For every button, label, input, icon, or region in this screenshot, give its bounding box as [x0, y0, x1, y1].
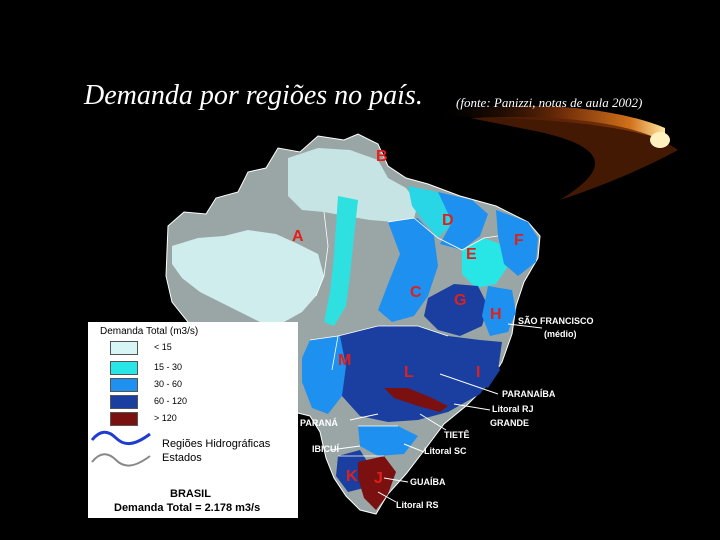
region-m [302, 336, 346, 414]
line-key-estados-icon [91, 453, 151, 467]
brazil-demand-map [165, 133, 541, 515]
legend-swatch [110, 395, 138, 409]
legend-label: > 120 [154, 413, 177, 423]
region-f [496, 210, 538, 276]
region-parana-red [384, 388, 448, 412]
label-litoral-sc: Litoral SC [424, 446, 467, 456]
legend-label: 60 - 120 [154, 396, 188, 406]
label-parana: PARANÁ [300, 418, 338, 428]
region-c [378, 218, 438, 322]
legend-label: 15 - 30 [154, 362, 183, 372]
legend-swatch [110, 341, 138, 355]
region-b [288, 148, 418, 222]
line-key-regioes-icon [90, 430, 151, 445]
region-south-strip [358, 426, 418, 456]
region-letter-m: M [338, 352, 352, 369]
total-demand: Demanda Total = 2.178 m3/s [114, 502, 261, 514]
label-sao-francisco: SÃO FRANCISCO [518, 316, 594, 326]
label-litoral-rj: Litoral RJ [492, 404, 534, 414]
region-letter-g: G [454, 292, 467, 309]
region-letter-k: K [346, 468, 358, 485]
label-litoral-rs: Litoral RS [396, 500, 439, 510]
label-sao-francisco-sub: (médio) [544, 329, 577, 339]
region-e [462, 238, 508, 288]
label-paranaiba: PARANAÍBA [502, 389, 556, 399]
legend-swatch [110, 361, 138, 375]
legend-title: Demanda Total (m3/s) [100, 326, 199, 337]
legend-swatch [110, 412, 138, 426]
region-i [468, 348, 500, 388]
region-letter-c: C [410, 284, 422, 301]
line-key-regioes-label: Regiões Hidrográficas [162, 438, 271, 450]
legend-class-1: < 15 [110, 341, 300, 355]
region-letter-b: B [376, 148, 388, 165]
legend-class-2: 15 - 30 [110, 361, 300, 375]
legend-class-4: 60 - 120 [110, 395, 300, 409]
page-title: Demanda por regiões no país. [84, 80, 423, 111]
region-letter-e: E [466, 246, 477, 263]
region-a [172, 230, 324, 322]
region-letter-d: D [442, 212, 454, 229]
country-label: BRASIL [170, 488, 211, 500]
label-tiete: TIETÊ [444, 430, 470, 440]
label-grande: GRANDE [490, 418, 530, 428]
region-boundaries [309, 211, 499, 457]
region-letter-j: J [374, 470, 383, 487]
legend-class-3: 30 - 60 [110, 378, 300, 392]
region-letter-l: L [404, 364, 414, 381]
region-j [358, 456, 396, 510]
region-h [482, 286, 516, 336]
region-letter-i: I [476, 364, 481, 381]
legend-label: < 15 [154, 342, 172, 352]
region-l [332, 326, 502, 422]
line-key-estados-label: Estados [162, 452, 202, 464]
region-a-river [324, 196, 358, 326]
legend-swatch [110, 378, 138, 392]
region-g [424, 284, 488, 336]
region-d2 [438, 192, 488, 250]
legend-label: 30 - 60 [154, 379, 183, 389]
region-letter-h: H [490, 306, 502, 323]
label-guaiba: GUAÍBA [410, 477, 446, 487]
legend-class-5: > 120 [110, 412, 300, 426]
region-letter-a: A [292, 228, 304, 245]
label-ibicui: IBICUÍ [312, 444, 339, 454]
source-note: (fonte: Panizzi, notas de aula 2002) [456, 95, 643, 110]
region-letter-f: F [514, 232, 524, 249]
